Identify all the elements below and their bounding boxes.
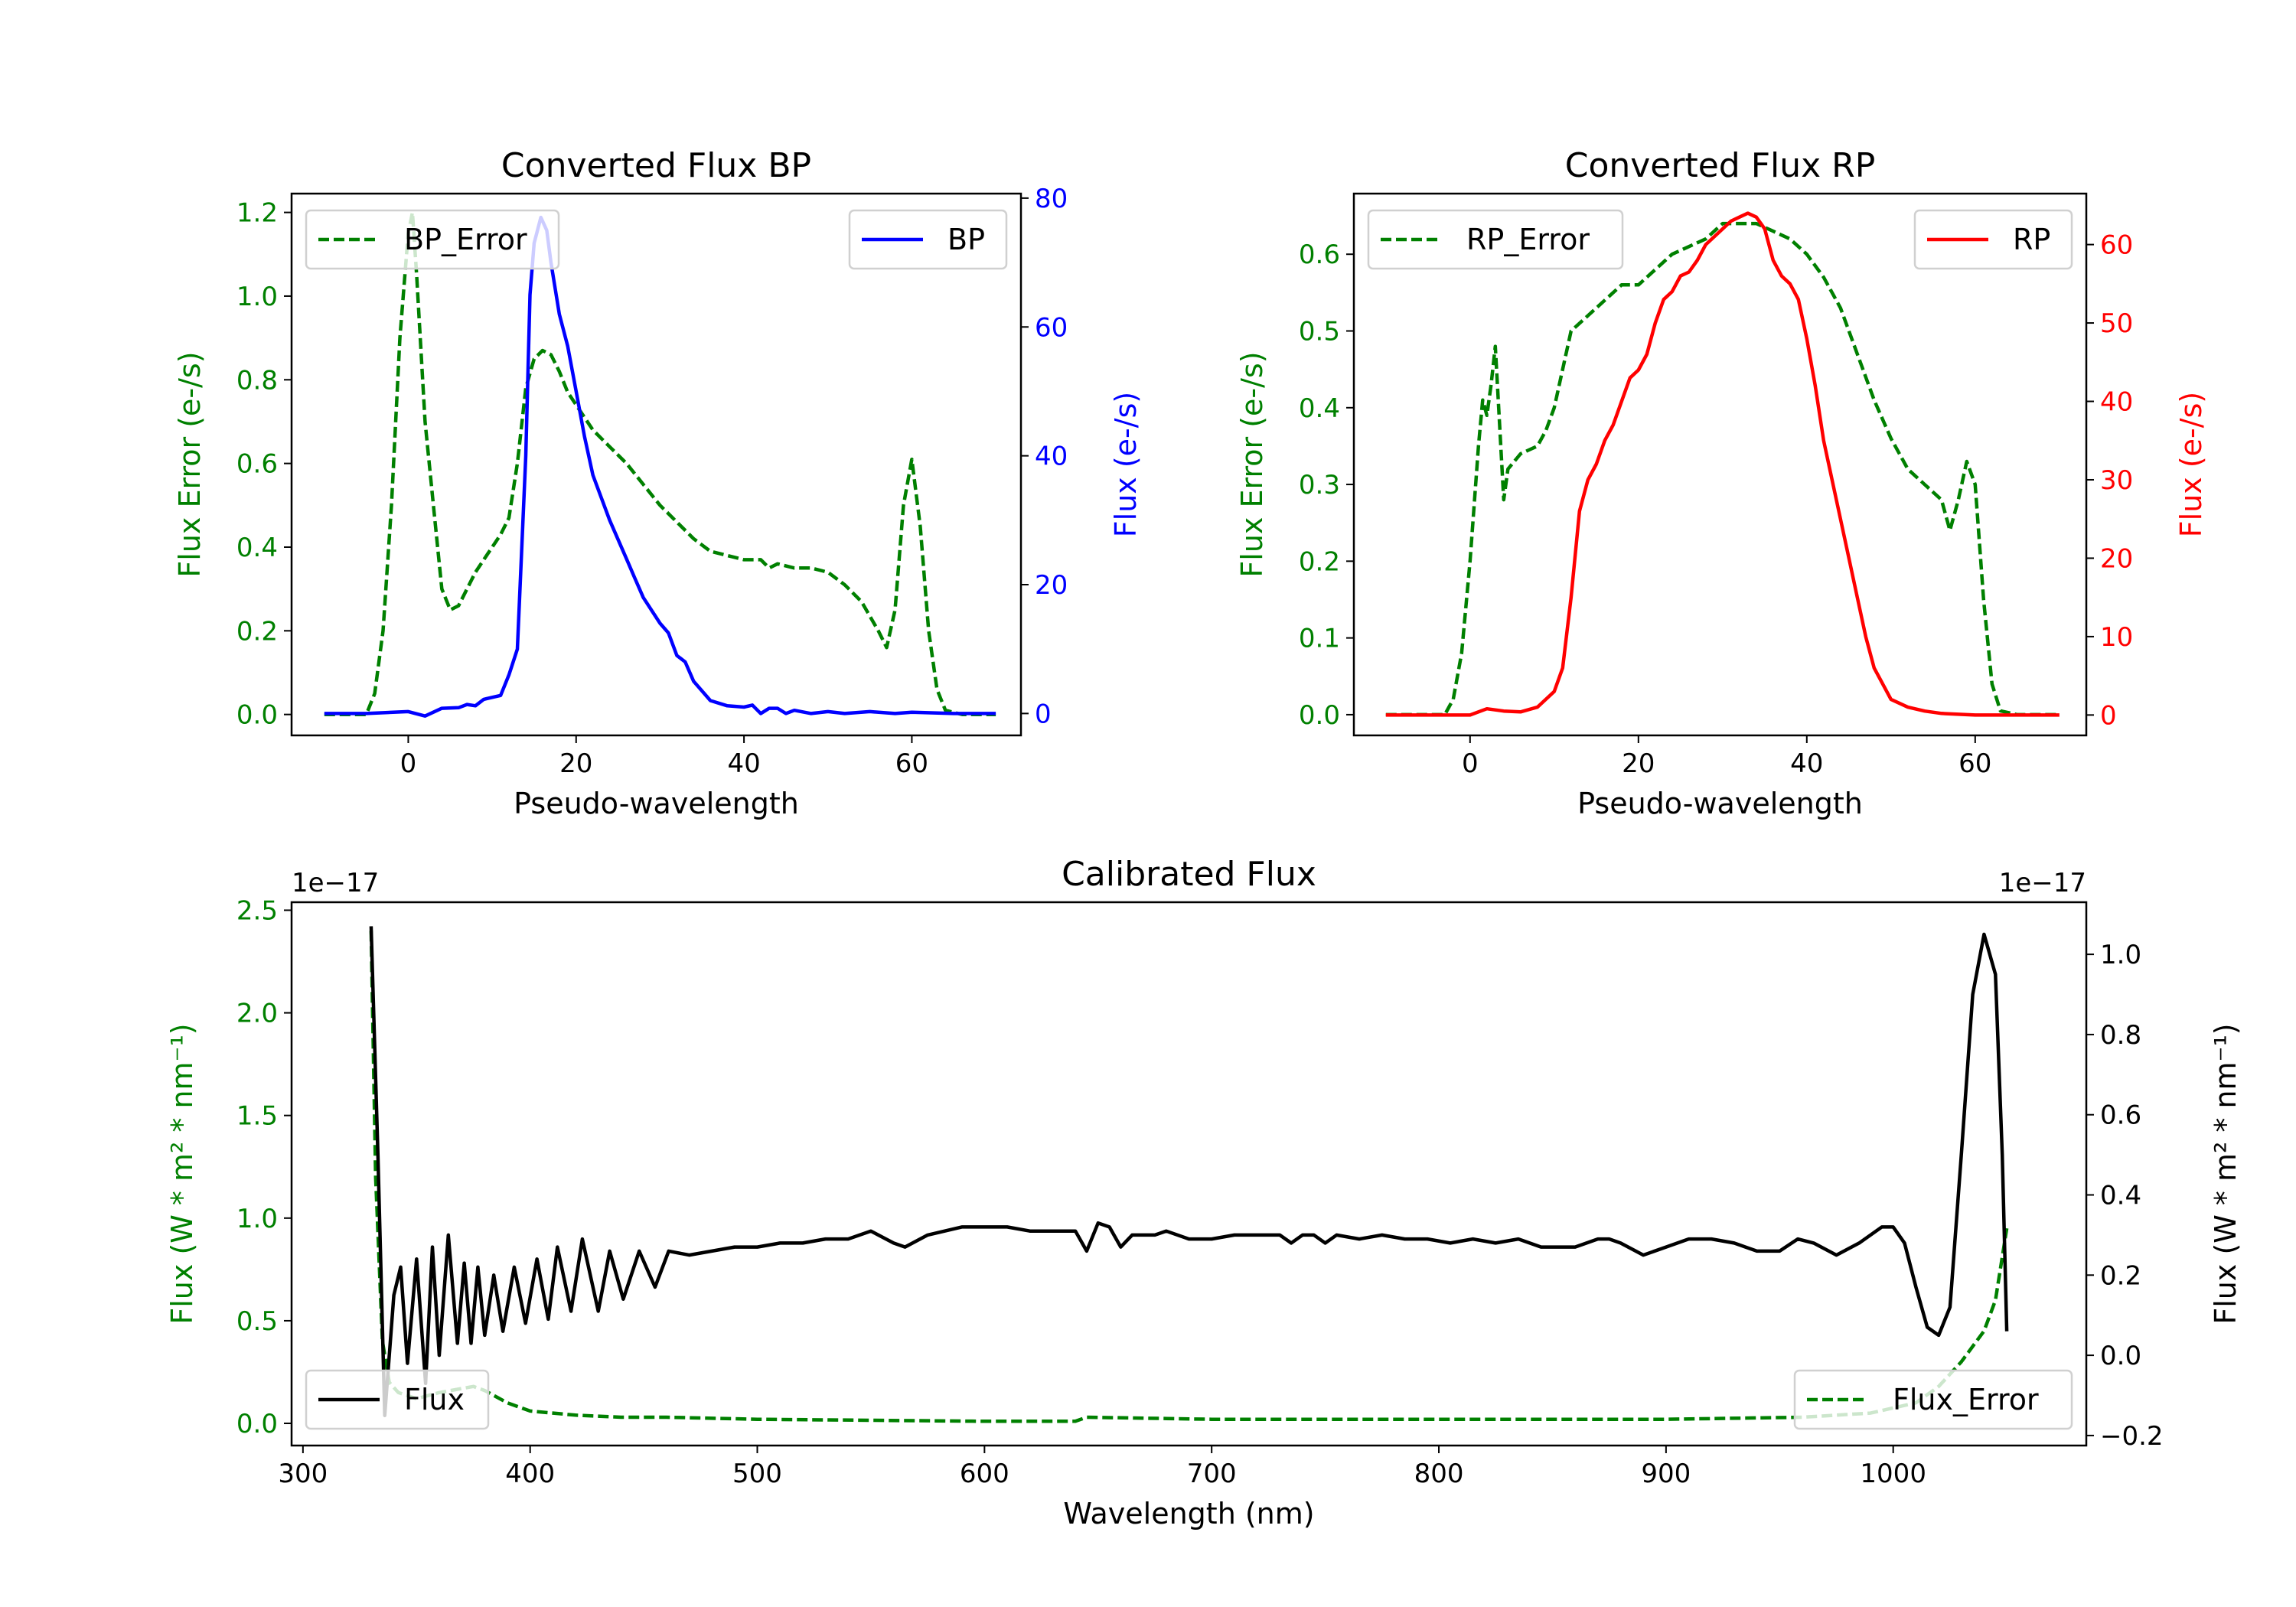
y-right-tick-label: 0.4 xyxy=(2100,1181,2141,1211)
y-left-tick-label: 0.0 xyxy=(1299,700,1340,731)
legend-box xyxy=(305,209,560,270)
x-tick-label: 300 xyxy=(278,1459,328,1489)
x-tick-label: 700 xyxy=(1187,1459,1237,1489)
x-tick-label: 40 xyxy=(727,748,760,779)
y-left-tick-label: 0.5 xyxy=(236,1306,278,1337)
chart-panel-1: 0 20 40 60 0.0 0.2 0.4 0.6 0.8 1.0 1.2 0 20 40 60 80 Con… xyxy=(173,146,1143,820)
y-left-tick-label: 2.5 xyxy=(236,895,278,926)
y-left-tick-label: 0.6 xyxy=(1299,240,1340,270)
axes-frame xyxy=(290,192,1022,737)
y-right-tick-label: 60 xyxy=(2100,230,2133,261)
y-left-tick-label: 1.0 xyxy=(236,1204,278,1234)
y-right-offset-text: 1e−17 xyxy=(1999,868,2086,898)
x-tick-label: 0 xyxy=(1462,748,1479,779)
x-tick-label: 800 xyxy=(1414,1459,1464,1489)
series-line-rp-error xyxy=(1385,221,2060,717)
legend-label: Flux_Error xyxy=(1893,1383,2039,1416)
legend-flux: Flux xyxy=(305,1369,490,1430)
legend-bp: BP xyxy=(848,209,1008,270)
series-line-bp-error xyxy=(324,210,996,716)
y-left-tick-label: 1.0 xyxy=(236,282,278,312)
y-right-tick-label: 0.8 xyxy=(2100,1020,2141,1051)
y-right-tick-label: 10 xyxy=(2100,622,2133,653)
x-tick-label: 400 xyxy=(505,1459,555,1489)
y-left-tick-label: 0.0 xyxy=(236,1409,278,1439)
legend-label: RP xyxy=(2013,223,2050,256)
legend-box xyxy=(1367,209,1624,270)
y-right-tick-label: 0.2 xyxy=(2100,1260,2141,1291)
y-right-tick-label: 60 xyxy=(1035,312,1068,343)
y-right-axis-label: Flux (e-/s) xyxy=(2174,392,2208,537)
y-right-tick-label: 0 xyxy=(1035,699,1052,729)
legend-flux-error: Flux_Error xyxy=(1793,1369,2073,1430)
y-left-axis-label: Flux (W * m² * nm⁻¹) xyxy=(165,1023,199,1324)
series-line-flux xyxy=(369,926,2009,1417)
y-left-tick-label: 0.2 xyxy=(236,616,278,647)
legend-label: RP_Error xyxy=(1466,223,1590,256)
y-right-tick-label: 30 xyxy=(2100,465,2133,496)
y-right-axis-label: Flux (W * m² * nm⁻¹) xyxy=(2209,1023,2242,1324)
legend-label: BP_Error xyxy=(404,223,527,256)
chart-panel-2: 0 20 40 60 0.0 0.1 0.2 0.3 0.4 0.5 0.6 0 10 20 30 40 50 6… xyxy=(1235,146,2208,820)
y-right-tick-label: −0.2 xyxy=(2100,1421,2164,1452)
legend-box xyxy=(1913,209,2073,270)
y-right-tick-label: 50 xyxy=(2100,308,2133,339)
y-left-tick-label: 0.5 xyxy=(1299,317,1340,347)
y-right-tick-label: 0.6 xyxy=(2100,1100,2141,1131)
x-tick-label: 40 xyxy=(1790,748,1823,779)
y-right-tick-label: 40 xyxy=(1035,442,1068,472)
series-line-rp xyxy=(1385,211,2060,717)
y-left-tick-label: 0.0 xyxy=(236,700,278,731)
x-tick-label: 20 xyxy=(559,748,592,779)
x-axis-label: Wavelength (nm) xyxy=(1063,1497,1314,1530)
x-axis-label: Pseudo-wavelength xyxy=(1577,787,1863,820)
chart-title: Converted Flux BP xyxy=(501,146,811,185)
y-left-tick-label: 1.5 xyxy=(236,1101,278,1132)
axes-frame xyxy=(290,901,2088,1447)
y-left-tick-label: 0.1 xyxy=(1299,624,1340,654)
legend-label: Flux xyxy=(404,1383,465,1416)
x-tick-label: 60 xyxy=(1958,748,1991,779)
legend-rp-error: RP_Error xyxy=(1367,209,1624,270)
legend-box xyxy=(305,1369,490,1430)
legend-box xyxy=(1793,1369,2073,1430)
y-left-tick-label: 1.2 xyxy=(236,198,278,229)
y-left-tick-label: 0.4 xyxy=(236,533,278,563)
y-left-tick-label: 0.2 xyxy=(1299,546,1340,577)
x-tick-label: 0 xyxy=(400,748,417,779)
y-right-axis-label: Flux (e-/s) xyxy=(1109,392,1143,537)
y-right-tick-label: 40 xyxy=(2100,387,2133,418)
y-right-tick-label: 20 xyxy=(2100,543,2133,574)
y-right-tick-label: 1.0 xyxy=(2100,940,2141,970)
x-tick-label: 900 xyxy=(1641,1459,1691,1489)
x-tick-label: 1000 xyxy=(1860,1459,1926,1489)
x-tick-label: 600 xyxy=(960,1459,1009,1489)
y-left-axis-label: Flux Error (e-/s) xyxy=(1235,351,1269,577)
x-tick-label: 20 xyxy=(1622,748,1655,779)
y-left-tick-label: 0.8 xyxy=(236,365,278,396)
legend-rp: RP xyxy=(1913,209,2073,270)
x-tick-label: 60 xyxy=(895,748,928,779)
axes-frame xyxy=(1352,192,2088,737)
x-axis-label: Pseudo-wavelength xyxy=(514,787,799,820)
legend-label: BP xyxy=(947,223,985,256)
chart-title: Converted Flux RP xyxy=(1565,146,1876,185)
y-right-tick-label: 20 xyxy=(1035,570,1068,601)
y-left-tick-label: 2.0 xyxy=(236,999,278,1029)
y-right-tick-label: 80 xyxy=(1035,184,1068,214)
legend-bp-error: BP_Error xyxy=(305,209,560,270)
chart-title: Calibrated Flux xyxy=(1062,855,1316,894)
legend-box xyxy=(848,209,1008,270)
y-right-tick-label: 0 xyxy=(2100,700,2117,731)
series-line-bp xyxy=(324,215,996,718)
x-tick-label: 500 xyxy=(732,1459,782,1489)
y-left-tick-label: 0.6 xyxy=(236,449,278,480)
y-right-tick-label: 0.0 xyxy=(2100,1341,2141,1371)
chart-panel-3: 300 400 500 600 700 800 900 1000 0.0 0.5 1.0 1.5 2.0… xyxy=(165,855,2242,1530)
y-left-tick-label: 0.4 xyxy=(1299,393,1340,424)
y-left-offset-text: 1e−17 xyxy=(292,868,379,898)
y-left-axis-label: Flux Error (e-/s) xyxy=(173,351,207,577)
y-left-tick-label: 0.3 xyxy=(1299,470,1340,500)
